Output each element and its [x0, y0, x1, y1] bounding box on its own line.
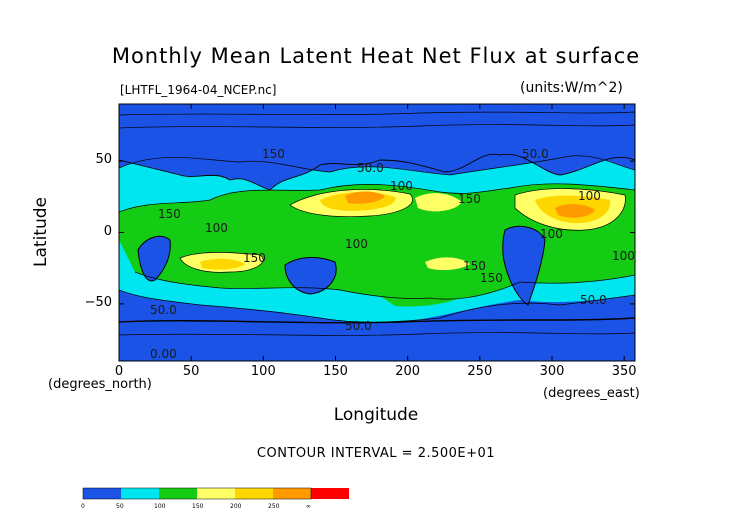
contour-label: 150	[243, 251, 266, 265]
region-yellow-3	[200, 258, 245, 270]
contour-line	[119, 124, 635, 129]
region-lightyellow-2	[415, 193, 462, 212]
colorbar-level-label: 250	[268, 503, 280, 510]
contour-label: 100	[345, 237, 368, 251]
colorbar-level-label: 0	[81, 503, 85, 510]
x-tick-label: 200	[395, 364, 421, 379]
x-tick-label: 0	[114, 364, 124, 379]
colorbar-swatch	[83, 488, 121, 499]
contour-lines	[119, 111, 635, 336]
land-africa	[138, 236, 171, 281]
contour-label: 100	[205, 221, 228, 235]
contour-line	[289, 189, 413, 218]
contour-label: 50.0	[150, 303, 177, 317]
region-green-patch	[380, 288, 470, 307]
flux-field	[119, 104, 635, 361]
region-orange-1	[345, 191, 385, 204]
contour-label: 150	[262, 147, 285, 161]
colorbar-swatch	[311, 488, 349, 499]
y-axis-label: Latitude	[31, 197, 51, 267]
x-tick-label: 350	[611, 364, 637, 379]
land-antarctica	[119, 318, 635, 361]
x-tick-label: 50	[182, 364, 200, 379]
contour-line	[502, 225, 546, 306]
contour-label: 50.0	[580, 293, 607, 307]
axis-ticks	[118, 104, 635, 361]
file-label: [LHTFL_1964-04_NCEP.nc]	[120, 83, 277, 97]
x-tick-label: 100	[250, 364, 276, 379]
colorbar-level-label: ∞	[306, 503, 311, 510]
colorbar	[82, 487, 349, 500]
contour-label: 150	[458, 192, 481, 206]
y-tick-label: 0	[103, 223, 112, 239]
contour-line	[119, 153, 635, 191]
contour-line	[119, 111, 635, 116]
contour-interval: CONTOUR INTERVAL = 2.500E+01	[256, 446, 496, 461]
colorbar-labels: 0 50 100 150 200 250 ∞	[81, 503, 311, 510]
colorbar-swatch	[235, 488, 273, 499]
contour-line	[284, 257, 337, 295]
land-australia	[285, 257, 337, 294]
x-tick-label: 300	[539, 364, 565, 379]
y-tick-label: −50	[84, 294, 112, 310]
colorbar-swatch	[273, 488, 311, 499]
contour-label: 150	[158, 207, 181, 221]
colorbar-level-label: 150	[192, 503, 204, 510]
contour-label: 100	[540, 227, 563, 241]
colorbar-level-label: 50	[116, 503, 124, 510]
contour-label: 0.00	[150, 347, 177, 361]
contour-label: 150	[463, 259, 486, 273]
contour-label: 150	[480, 271, 503, 285]
x-tick-label: 250	[467, 364, 493, 379]
colorbar-level-label: 100	[154, 503, 166, 510]
contour-line	[179, 252, 264, 273]
colorbar-swatch	[121, 488, 159, 499]
contour-label: 100	[578, 189, 601, 203]
contour-label: 100	[390, 179, 413, 193]
chart-title: Monthly Mean Latent Heat Net Flux at sur…	[111, 44, 641, 68]
contour-line	[134, 271, 635, 300]
colorbar-swatch	[197, 488, 235, 499]
land-north	[119, 104, 635, 190]
y-tick-label: 50	[95, 152, 112, 168]
colorbar-frame	[82, 487, 312, 500]
y-axis-unit: (degrees_north)	[48, 377, 152, 392]
contour-line	[119, 317, 635, 324]
region-lightyellow-5	[425, 257, 470, 271]
x-axis-unit: (degrees_east)	[543, 386, 640, 401]
contour-line	[514, 188, 626, 231]
colorbar-swatch	[159, 488, 197, 499]
contour-line	[119, 183, 635, 213]
contour-label: 50.0	[357, 161, 384, 175]
contour-line	[119, 155, 635, 176]
x-tick-label: 150	[323, 364, 348, 379]
contour-label: 50.0	[522, 147, 549, 161]
contour-line	[137, 235, 171, 282]
colorbar-level-label: 200	[230, 503, 242, 510]
contour-label: 100	[612, 249, 635, 263]
x-axis-label: Longitude	[333, 405, 419, 425]
contour-label: 50.0	[345, 319, 372, 333]
region-orange-2	[555, 204, 595, 218]
units-label: (units:W/m^2)	[520, 80, 623, 96]
contour-line	[119, 332, 635, 336]
contour-label-layer: 50.0 100 150 50.0 100 150 100 150 50.0 150 100 100 1…	[150, 147, 635, 361]
